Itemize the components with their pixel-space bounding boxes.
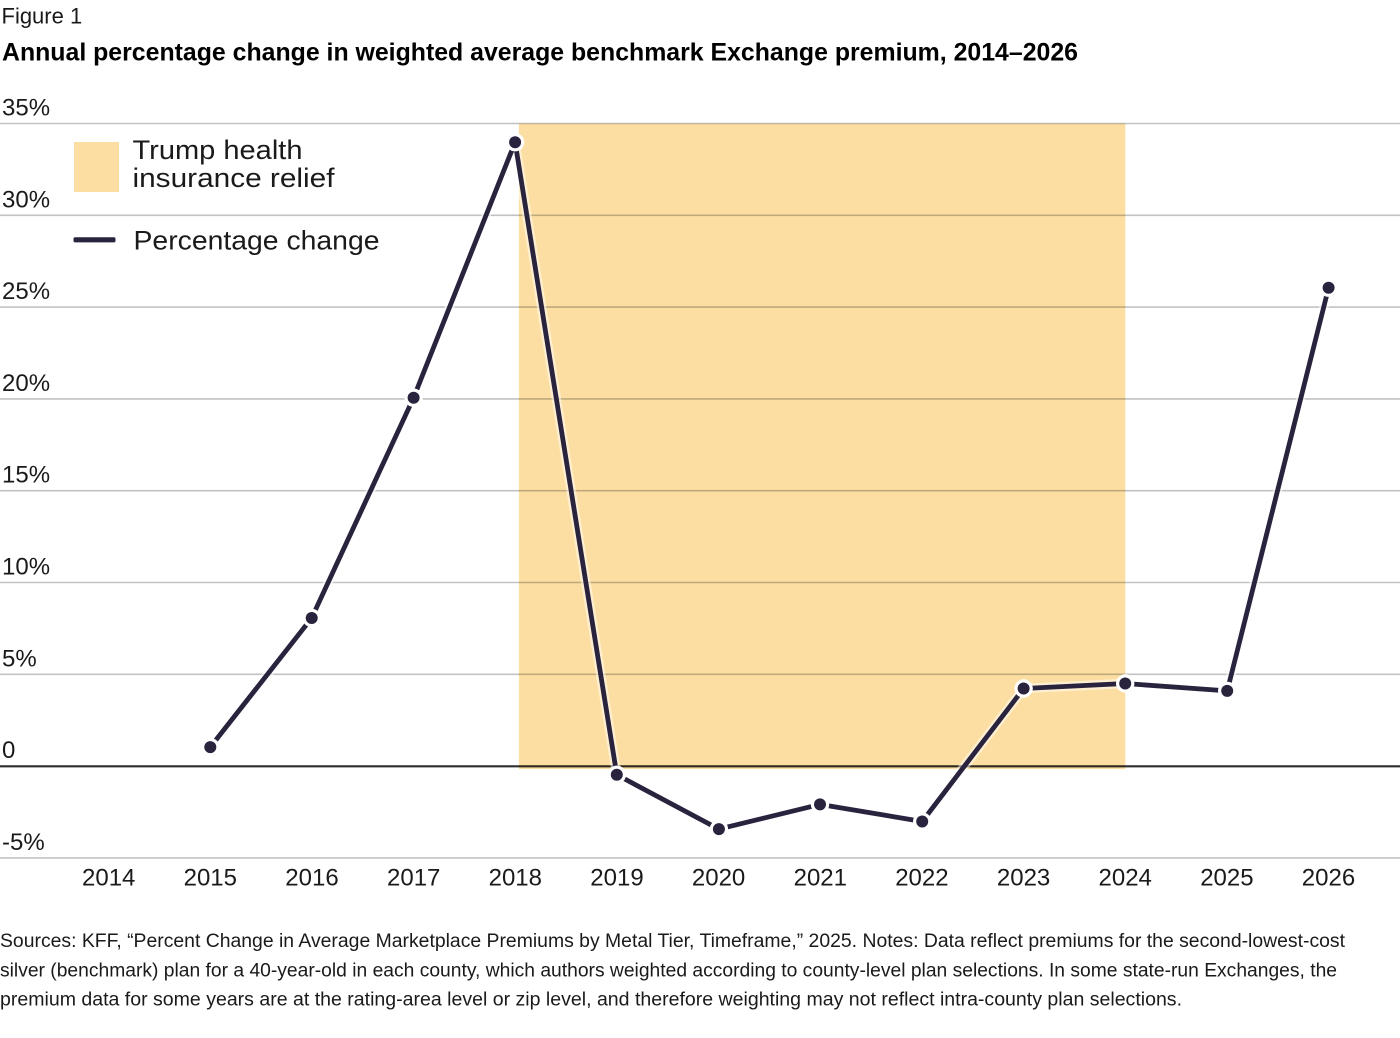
svg-text:Percentage change: Percentage change: [134, 226, 380, 256]
svg-text:25%: 25%: [2, 278, 50, 305]
svg-text:silver (benchmark) plan for a: silver (benchmark) plan for a 40-year-ol…: [0, 961, 1337, 982]
svg-text:2019: 2019: [590, 865, 643, 892]
svg-text:premium data for some years ar: premium data for some years are at the r…: [0, 990, 1182, 1011]
svg-text:2023: 2023: [997, 865, 1050, 892]
svg-text:-5%: -5%: [2, 829, 45, 856]
svg-text:10%: 10%: [2, 554, 50, 581]
svg-text:insurance relief: insurance relief: [133, 163, 336, 193]
svg-text:Annual percentage change in we: Annual percentage change in weighted ave…: [2, 39, 1078, 67]
svg-text:30%: 30%: [2, 186, 50, 213]
svg-text:2018: 2018: [489, 865, 542, 892]
svg-text:20%: 20%: [2, 370, 50, 397]
svg-text:2024: 2024: [1099, 865, 1152, 892]
svg-text:35%: 35%: [2, 95, 50, 122]
svg-text:2017: 2017: [387, 865, 440, 892]
svg-text:2015: 2015: [184, 865, 237, 892]
svg-text:15%: 15%: [2, 462, 50, 489]
svg-text:5%: 5%: [2, 645, 37, 672]
svg-text:2016: 2016: [285, 865, 338, 892]
svg-text:2026: 2026: [1302, 865, 1355, 892]
svg-text:Figure 1: Figure 1: [2, 3, 83, 28]
svg-text:2020: 2020: [692, 865, 745, 892]
svg-text:2025: 2025: [1200, 865, 1253, 892]
svg-text:2022: 2022: [895, 865, 948, 892]
svg-text:2014: 2014: [82, 865, 135, 892]
svg-text:0: 0: [2, 737, 15, 764]
svg-text:Trump health: Trump health: [133, 135, 303, 165]
svg-text:2021: 2021: [794, 865, 847, 892]
svg-text:Sources: KFF, “Percent Change: Sources: KFF, “Percent Change in Average…: [0, 931, 1346, 952]
